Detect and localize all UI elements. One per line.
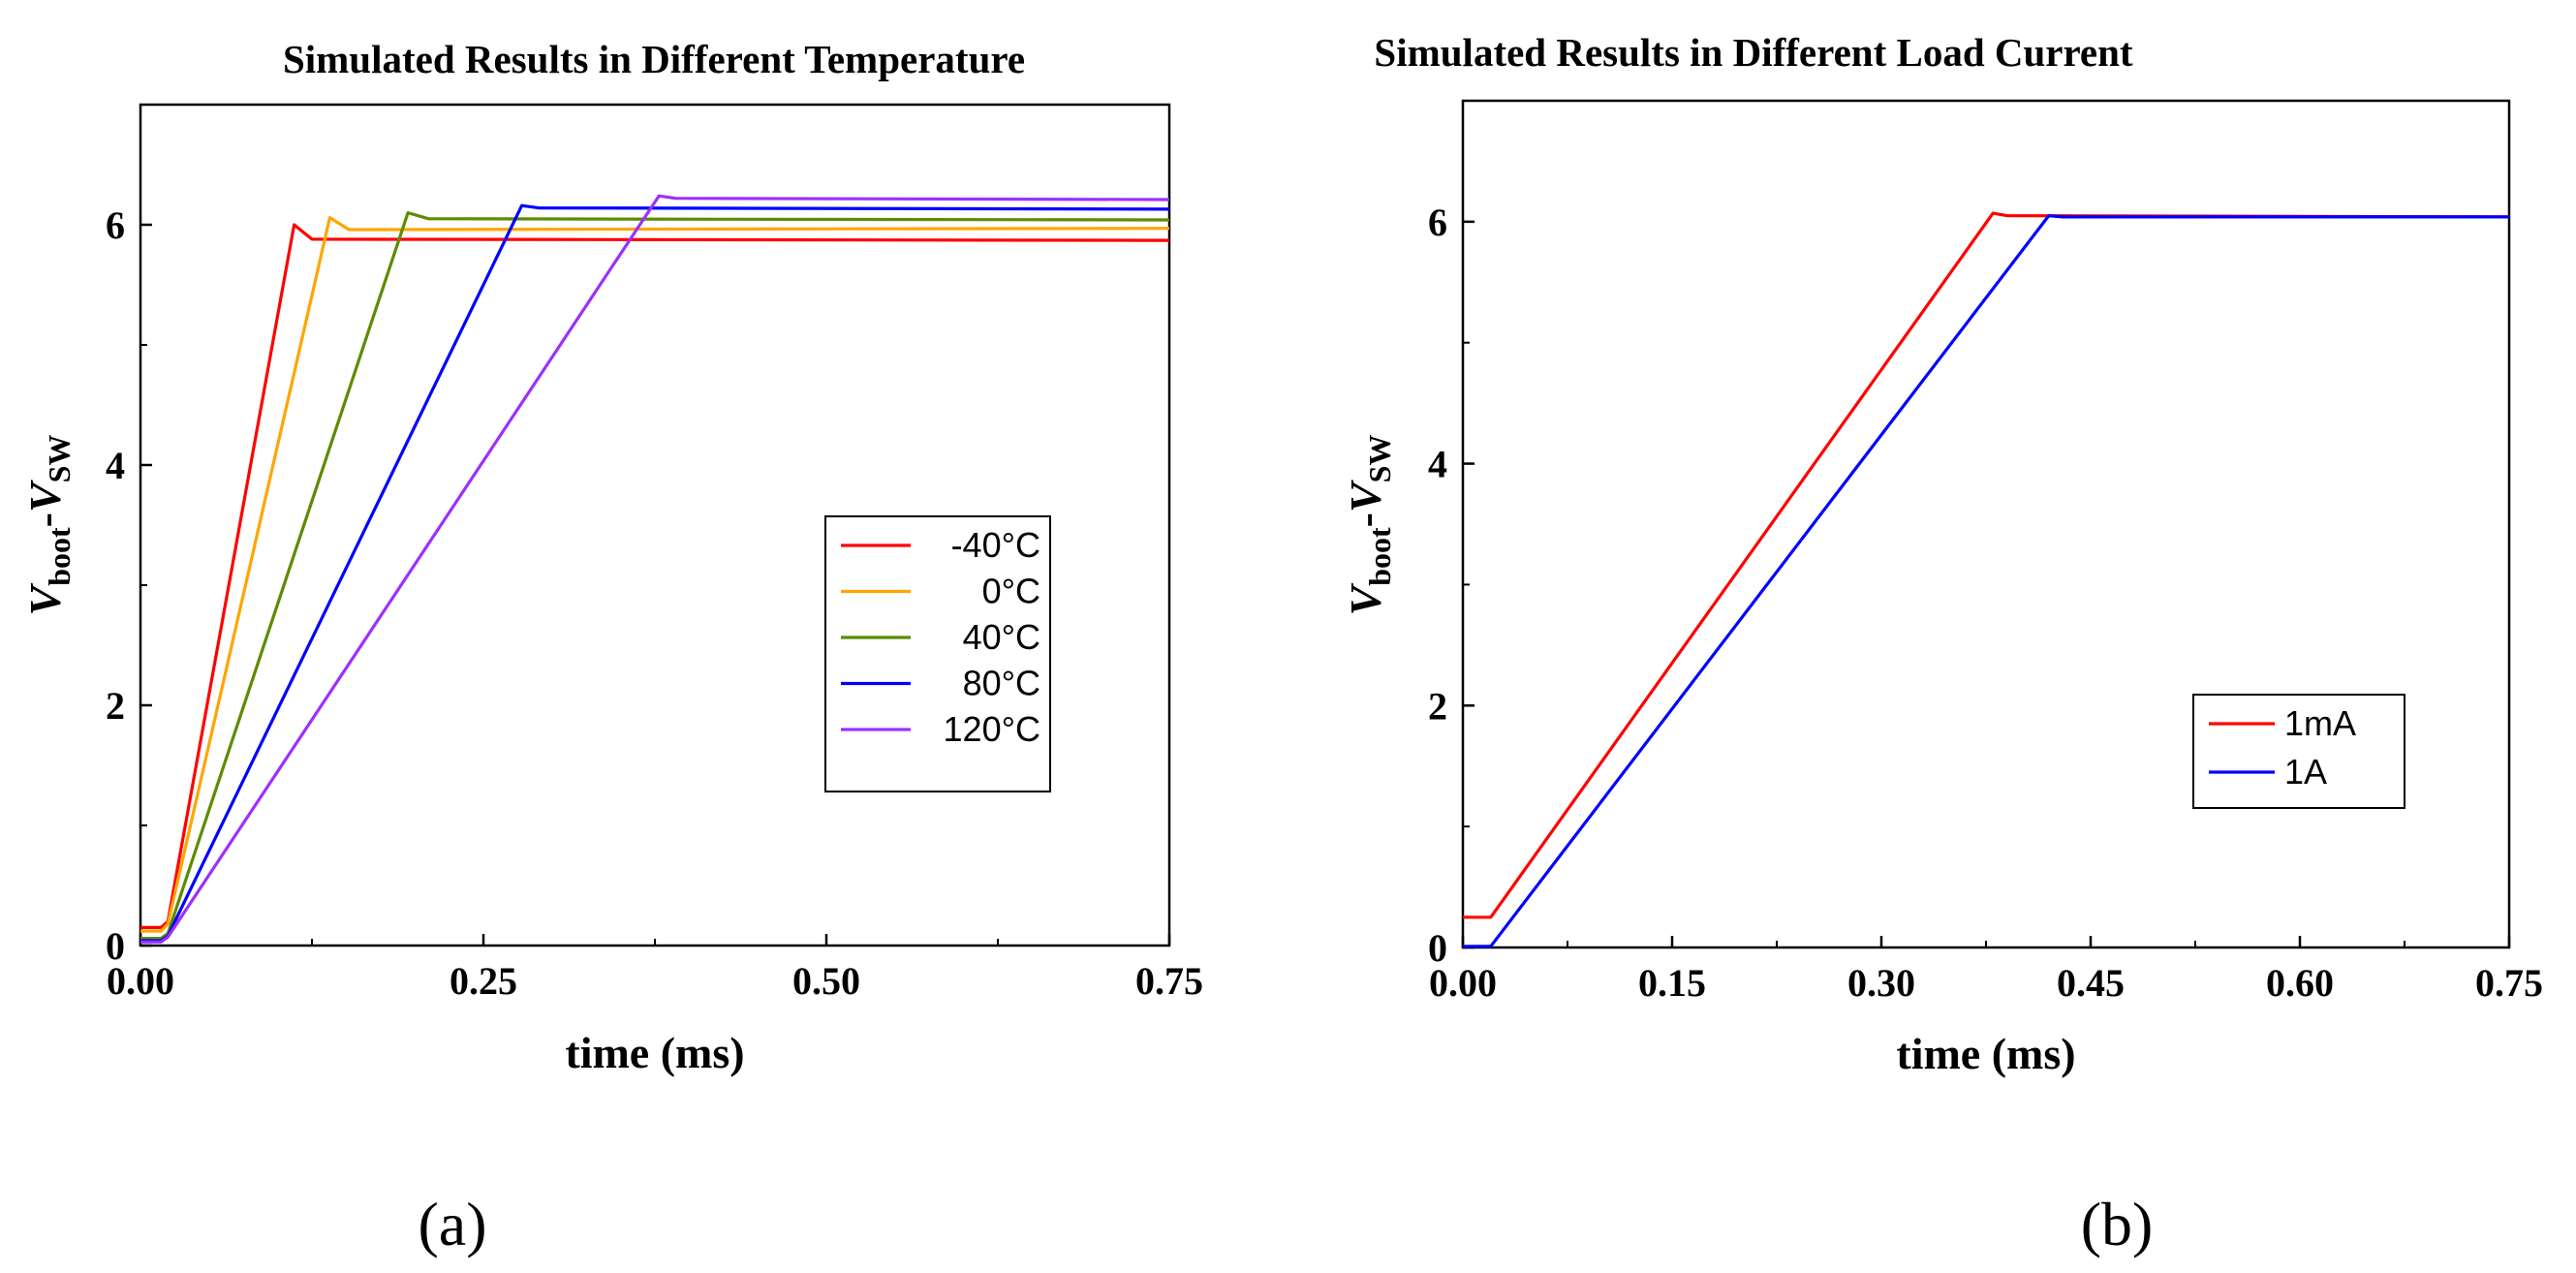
- chart-b-legend-label: 1A: [2284, 752, 2327, 792]
- chart-a-xtick-label: 0.00: [107, 959, 174, 1003]
- chart-a-ytick-label: 0: [106, 924, 125, 968]
- chart-a-legend-label: 0°C: [982, 572, 1040, 611]
- chart-a-ytick-label: 4: [106, 444, 125, 487]
- chart-b-series-1-line: [1463, 211, 2510, 919]
- chart-b-xtick-label: 0.60: [2266, 961, 2334, 1005]
- chart-a-legend-label: 80°C: [963, 664, 1040, 703]
- chart-a-ticks: [139, 223, 1171, 947]
- chart-b-ticks: [1461, 220, 2511, 949]
- chart-b-ytick-labels: 0 2 4 6: [1428, 201, 1447, 970]
- chart-a-legend-label: 120°C: [944, 709, 1040, 749]
- chart-a-ytick-label: 2: [106, 684, 125, 728]
- chart-b-ytick-label: 6: [1428, 201, 1447, 244]
- chart-b-xtick-labels: 0.00 0.15 0.30 0.45 0.60 0.75: [1429, 961, 2543, 1005]
- chart-b-legend-label: 1mA: [2284, 703, 2356, 743]
- chart-b-xtick-label: 0.75: [2475, 961, 2543, 1005]
- chart-a-series-5-line: [140, 194, 1170, 944]
- chart-a-series-3-line: [140, 211, 1170, 941]
- chart-a-ytick-label: 6: [106, 203, 125, 247]
- chart-a-panel-label: (a): [418, 1190, 486, 1258]
- chart-a-series-2-line: [140, 216, 1170, 933]
- chart-b-ytick-label: 2: [1428, 684, 1447, 728]
- chart-a-xtick-label: 0.25: [450, 959, 517, 1003]
- chart-a-xtick-labels: 0.00 0.25 0.50 0.75: [107, 959, 1203, 1003]
- chart-b-xtick-label: 0.00: [1429, 961, 1497, 1005]
- chart-b-series-lines: [1463, 211, 2510, 948]
- chart-b-xlabel: time (ms): [1896, 1029, 2075, 1078]
- chart-b-xtick-label: 0.45: [2057, 961, 2125, 1005]
- chart-b-series-2-line: [1463, 214, 2509, 948]
- chart-a-series-lines: [140, 194, 1170, 944]
- chart-b-ytick-label: 4: [1428, 443, 1447, 486]
- chart-b-xtick-label: 0.30: [1847, 961, 1915, 1005]
- chart-a-legend-box: [824, 515, 1051, 792]
- chart-a-legend-label: -40°C: [951, 525, 1040, 565]
- chart-a-legend-label: 40°C: [963, 617, 1040, 657]
- chart-a-ytick-labels: 0 2 4 6: [106, 203, 125, 968]
- chart-b-xtick-label: 0.15: [1638, 961, 1706, 1005]
- chart-a-xtick-label: 0.50: [792, 959, 860, 1003]
- chart-a-ylabel: Vboot-VSW: [20, 435, 77, 616]
- chart-a-legend: -40°C 0°C 40°C 80°C 120°C: [824, 515, 1051, 792]
- chart-a: Simulated Results in Different Temperatu…: [20, 37, 1203, 1258]
- chart-a-series-1-line: [140, 223, 1170, 930]
- chart-b: Simulated Results in Different Load Curr…: [1341, 30, 2543, 1258]
- chart-a-xtick-label: 0.75: [1135, 959, 1203, 1003]
- chart-b-legend-box: [2192, 694, 2405, 809]
- chart-b-panel-label: (b): [2081, 1190, 2154, 1258]
- chart-a-xlabel: time (ms): [565, 1028, 744, 1077]
- chart-b-title: Simulated Results in Different Load Curr…: [1374, 30, 2133, 75]
- chart-b-ylabel: Vboot-VSW: [1341, 435, 1397, 616]
- chart-b-plot-frame: [1461, 99, 2511, 949]
- chart-b-ytick-label: 0: [1428, 926, 1447, 970]
- chart-a-title: Simulated Results in Different Temperatu…: [283, 37, 1025, 81]
